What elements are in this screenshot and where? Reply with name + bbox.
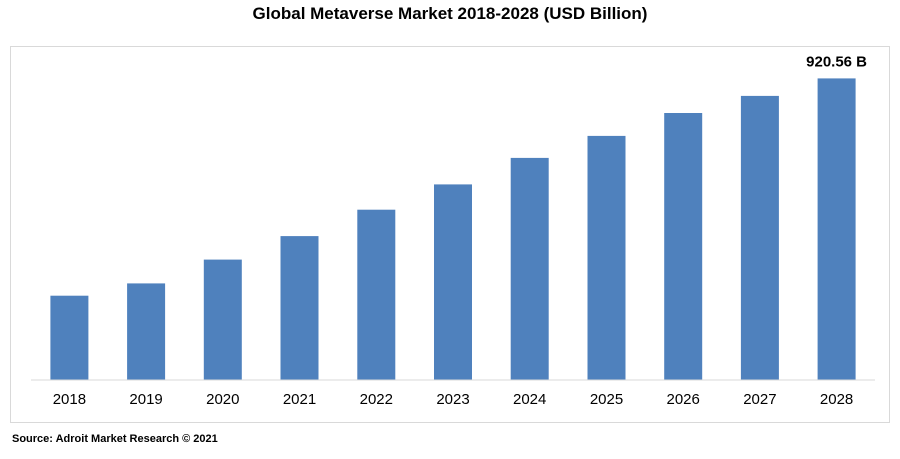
bar-2020 [203,259,242,380]
x-tick-label-2026: 2026 [667,391,700,408]
chart-frame: 2018 2019 2020 2021 2022 2023 2024 2025 2026 2027… [10,46,890,423]
bar-2023 [434,184,472,380]
bar-2024 [510,157,549,380]
x-tick-label-2024: 2024 [513,391,546,408]
x-tick-label-2018: 2018 [53,391,86,408]
bar-2021 [280,236,319,380]
data-label-2028: 920.56 B [806,53,867,70]
data-labels: 920.56 B [806,53,867,70]
bar-2022 [357,209,396,380]
x-tick-label-2022: 2022 [360,391,393,408]
x-tick-label-2025: 2025 [590,391,623,408]
bars-layer [50,78,856,381]
x-tick-label-2027: 2027 [743,391,776,408]
bar-2026 [664,113,703,380]
x-tick-labels: 2018 2019 2020 2021 2022 2023 2024 2025 2026 2027… [53,391,854,408]
bar-2028 [817,78,856,381]
bar-chart: 2018 2019 2020 2021 2022 2023 2024 2025 2026 2027… [31,53,875,408]
bar-2027 [740,95,779,381]
bar-2025 [587,135,626,380]
source-note: Source: Adroit Market Research © 2021 [12,433,218,445]
x-tick-label-2020: 2020 [206,391,239,408]
x-tick-label-2028: 2028 [820,391,853,408]
bar-2019 [127,283,166,380]
x-tick-label-2023: 2023 [436,391,469,408]
bar-2018 [50,295,89,380]
chart-title: Global Metaverse Market 2018-2028 (USD B… [252,4,648,23]
x-tick-label-2021: 2021 [283,391,316,408]
x-tick-label-2019: 2019 [129,391,162,408]
